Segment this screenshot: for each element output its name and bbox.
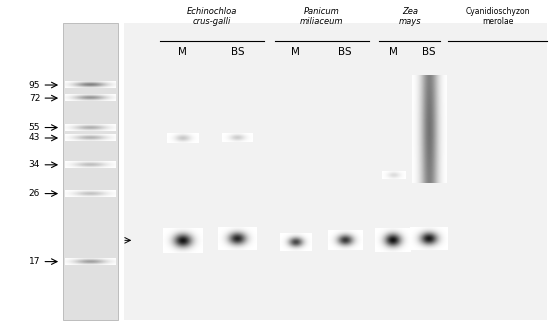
Text: Cyanidioschyzon
merolae: Cyanidioschyzon merolae xyxy=(465,7,530,26)
Text: Zea
mays: Zea mays xyxy=(398,7,421,26)
Text: 43: 43 xyxy=(29,133,40,143)
Text: 55: 55 xyxy=(29,123,40,132)
Bar xyxy=(124,23,547,320)
Text: 72: 72 xyxy=(29,94,40,103)
Text: 34: 34 xyxy=(29,160,40,169)
Text: M: M xyxy=(389,47,398,57)
Bar xyxy=(63,23,118,320)
Text: Echinochloa
crus-galli: Echinochloa crus-galli xyxy=(186,7,237,26)
Text: BS: BS xyxy=(231,47,244,57)
Text: M: M xyxy=(178,47,187,57)
Text: 26: 26 xyxy=(29,189,40,198)
Text: 95: 95 xyxy=(29,80,40,90)
Text: BS: BS xyxy=(422,47,436,57)
Text: M: M xyxy=(292,47,300,57)
Text: BS: BS xyxy=(338,47,351,57)
Text: 17: 17 xyxy=(29,257,40,266)
Text: Panicum
miliaceum: Panicum miliaceum xyxy=(300,7,344,26)
